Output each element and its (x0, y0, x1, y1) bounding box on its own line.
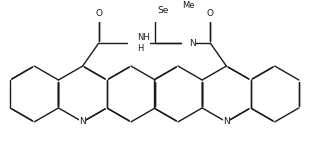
Text: Me: Me (182, 1, 195, 10)
Text: N: N (189, 39, 196, 48)
Text: O: O (95, 9, 102, 19)
Text: N: N (223, 117, 230, 126)
Text: Se: Se (157, 6, 168, 15)
Text: NH
H: NH H (137, 33, 150, 53)
Text: O: O (207, 9, 214, 19)
Text: N: N (79, 117, 86, 126)
